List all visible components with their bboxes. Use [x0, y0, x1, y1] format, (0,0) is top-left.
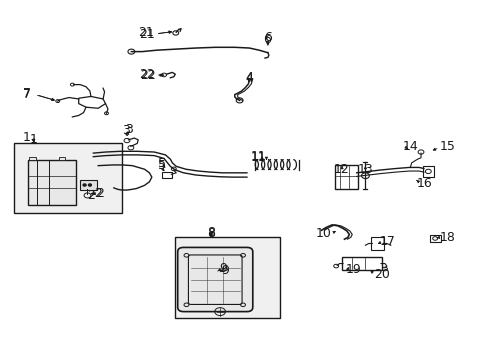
Bar — [29, 157, 36, 160]
Text: 2: 2 — [87, 189, 95, 202]
Text: 8: 8 — [207, 226, 215, 239]
Text: 7: 7 — [23, 88, 31, 101]
Text: 9: 9 — [221, 264, 228, 277]
Text: 3: 3 — [125, 123, 133, 136]
Text: 11: 11 — [250, 150, 265, 163]
Circle shape — [88, 184, 91, 186]
Text: 4: 4 — [245, 71, 253, 84]
Text: 9: 9 — [219, 262, 226, 275]
Bar — [27, 160, 76, 205]
Text: 8: 8 — [207, 226, 215, 239]
Text: 11: 11 — [250, 151, 265, 164]
Text: 1: 1 — [30, 132, 38, 145]
Text: 16: 16 — [416, 177, 431, 190]
Text: 15: 15 — [439, 140, 454, 153]
Circle shape — [83, 184, 86, 186]
Text: 5: 5 — [157, 159, 165, 172]
Text: 20: 20 — [373, 268, 389, 281]
FancyBboxPatch shape — [177, 247, 252, 312]
Text: 14: 14 — [402, 140, 418, 153]
Text: 18: 18 — [439, 231, 454, 244]
Text: 10: 10 — [315, 227, 330, 240]
Text: 5: 5 — [157, 157, 165, 170]
Text: 21: 21 — [139, 28, 155, 41]
Text: 2: 2 — [94, 187, 102, 200]
Text: 2: 2 — [96, 187, 104, 200]
Bar — [14, 143, 122, 213]
FancyBboxPatch shape — [80, 180, 97, 190]
Text: 17: 17 — [379, 235, 395, 248]
Text: 22: 22 — [139, 68, 155, 81]
Text: 1: 1 — [23, 131, 31, 144]
Text: 3: 3 — [122, 124, 130, 137]
Text: 6: 6 — [264, 31, 271, 44]
Bar — [59, 157, 65, 160]
Text: 6: 6 — [263, 33, 271, 46]
Text: 13: 13 — [357, 163, 372, 176]
Text: 21: 21 — [138, 27, 154, 40]
Text: 7: 7 — [23, 87, 31, 100]
Bar — [175, 237, 280, 318]
Text: 22: 22 — [140, 69, 156, 82]
Text: 12: 12 — [332, 163, 348, 176]
Text: 19: 19 — [345, 263, 361, 276]
Text: 4: 4 — [245, 72, 253, 85]
